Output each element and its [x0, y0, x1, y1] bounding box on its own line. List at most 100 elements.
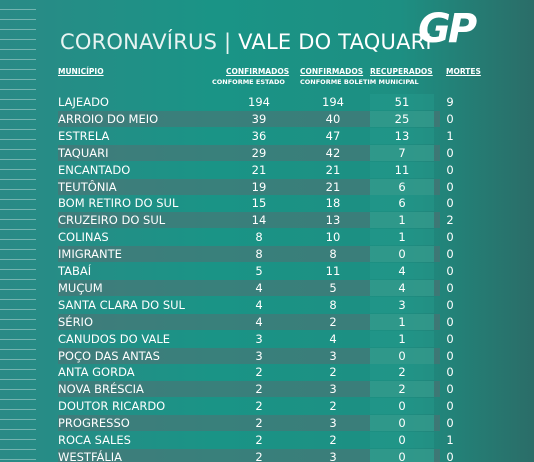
header-title: MUNICÍPIO [58, 67, 104, 76]
row-band [58, 448, 440, 462]
number-cell: 40 [325, 111, 341, 126]
number-cell: 2 [398, 365, 406, 380]
number-cell: 3 [398, 297, 406, 312]
municipality-cell: CRUZEIRO DO SUL [58, 213, 166, 228]
header-subtitle: CONFORME BOLETIM MUNICIPAL [300, 78, 419, 86]
number-cell: 0 [446, 399, 454, 414]
table-row: ESTRELA 36 47 13 1 [58, 127, 488, 145]
logo: GP [418, 6, 477, 52]
recovered-highlight [370, 432, 434, 448]
number-cell: 1 [398, 314, 406, 329]
recovered-highlight [370, 398, 434, 415]
number-cell: 14 [251, 213, 267, 228]
number-cell: 0 [446, 162, 454, 177]
number-cell: 2 [329, 433, 337, 447]
row-band [58, 144, 440, 161]
header-title: MORTES [446, 67, 481, 76]
municipality-cell: BOM RETIRO DO SUL [58, 196, 179, 211]
number-cell: 0 [446, 416, 454, 431]
number-cell: 0 [398, 399, 406, 414]
number-cell: 13 [394, 128, 410, 143]
number-cell: 0 [446, 382, 454, 397]
number-cell: 8 [255, 230, 263, 245]
number-cell: 1 [398, 213, 406, 228]
recovered-highlight [370, 195, 434, 212]
row-band [58, 212, 440, 229]
number-cell: 5 [255, 264, 263, 278]
municipality-cell: COLINAS [58, 230, 109, 245]
number-cell: 4 [255, 314, 263, 329]
number-cell: 8 [329, 297, 337, 312]
recovered-highlight [370, 263, 434, 279]
municipality-cell: TAQUARI [58, 145, 109, 160]
number-cell: 15 [251, 196, 267, 211]
number-cell: 0 [398, 433, 406, 447]
header-title: CONFIRMADOS [226, 67, 290, 76]
number-cell: 18 [325, 196, 341, 211]
number-cell: 0 [446, 264, 454, 278]
table-row: DOUTOR RICARDO 2 2 0 0 [58, 398, 488, 415]
number-cell: 3 [329, 449, 337, 462]
table-row: ENCANTADO 21 21 11 0 [58, 161, 488, 179]
table-row: SANTA CLARA DO SUL 4 8 3 0 [58, 296, 488, 314]
number-cell: 6 [398, 179, 406, 194]
number-cell: 2 [255, 449, 263, 462]
recovered-highlight [370, 246, 434, 263]
number-cell: 0 [398, 348, 406, 363]
number-cell: 3 [255, 348, 263, 363]
number-cell: 10 [325, 230, 341, 245]
row-band [58, 313, 440, 330]
municipality-cell: DOUTOR RICARDO [58, 399, 166, 414]
municipality-cell: LAJEADO [58, 95, 109, 109]
number-cell: 0 [446, 449, 454, 462]
row-band [58, 415, 440, 432]
number-cell: 3 [329, 416, 337, 431]
number-cell: 1 [398, 230, 406, 245]
column-header: CONFIRMADOS CONFORME BOLETIM MUNICIPAL [300, 66, 419, 88]
number-cell: 3 [329, 382, 337, 397]
decor-lines [0, 0, 36, 462]
number-cell: 4 [255, 297, 263, 312]
recovered-highlight [370, 229, 434, 246]
row-band [58, 178, 440, 195]
municipality-cell: ARROIO DO MEIO [58, 111, 159, 126]
table-row: ROCA SALES 2 2 0 1 [58, 432, 488, 449]
header-title: CONFIRMADOS [300, 67, 364, 76]
number-cell: 0 [446, 196, 454, 211]
number-cell: 2 [329, 314, 337, 329]
table-row: ANTA GORDA 2 2 2 0 [58, 364, 488, 381]
table-row: WESTFÁLIA 2 3 0 0 [58, 448, 488, 462]
column-header: RECUPERADOS [370, 66, 433, 77]
row-band [58, 246, 440, 263]
number-cell: 194 [248, 95, 270, 109]
municipality-cell: IMIGRANTE [58, 247, 122, 262]
number-cell: 1 [446, 128, 454, 143]
number-cell: 2 [398, 382, 406, 397]
municipality-cell: TEUTÔNIA [58, 179, 117, 194]
municipality-cell: SÉRIO [58, 314, 93, 329]
number-cell: 0 [446, 280, 454, 295]
number-cell: 36 [251, 128, 267, 143]
title-separator: | [224, 30, 232, 54]
municipality-cell: NOVA BRÉSCIA [58, 382, 144, 397]
municipality-cell: ESTRELA [58, 128, 110, 143]
recovered-highlight [370, 127, 434, 144]
number-cell: 2 [255, 365, 263, 380]
municipality-cell: ROCA SALES [58, 433, 131, 447]
number-cell: 2 [446, 213, 454, 228]
number-cell: 0 [446, 111, 454, 126]
number-cell: 194 [322, 95, 344, 109]
table-row: POÇO DAS ANTAS 3 3 0 0 [58, 347, 488, 365]
title: CORONAVÍRUS | VALE DO TAQUARI [60, 30, 432, 54]
number-cell: 0 [446, 145, 454, 160]
header-subtitle: CONFORME ESTADO [212, 78, 285, 86]
municipality-cell: SANTA CLARA DO SUL [58, 297, 185, 312]
recovered-highlight [370, 415, 434, 432]
row-band [58, 279, 440, 296]
number-cell: 3 [329, 348, 337, 363]
row-band [58, 110, 440, 127]
number-cell: 13 [325, 213, 341, 228]
table-row: IMIGRANTE 8 8 0 0 [58, 246, 488, 263]
municipality-cell: WESTFÁLIA [58, 449, 123, 462]
